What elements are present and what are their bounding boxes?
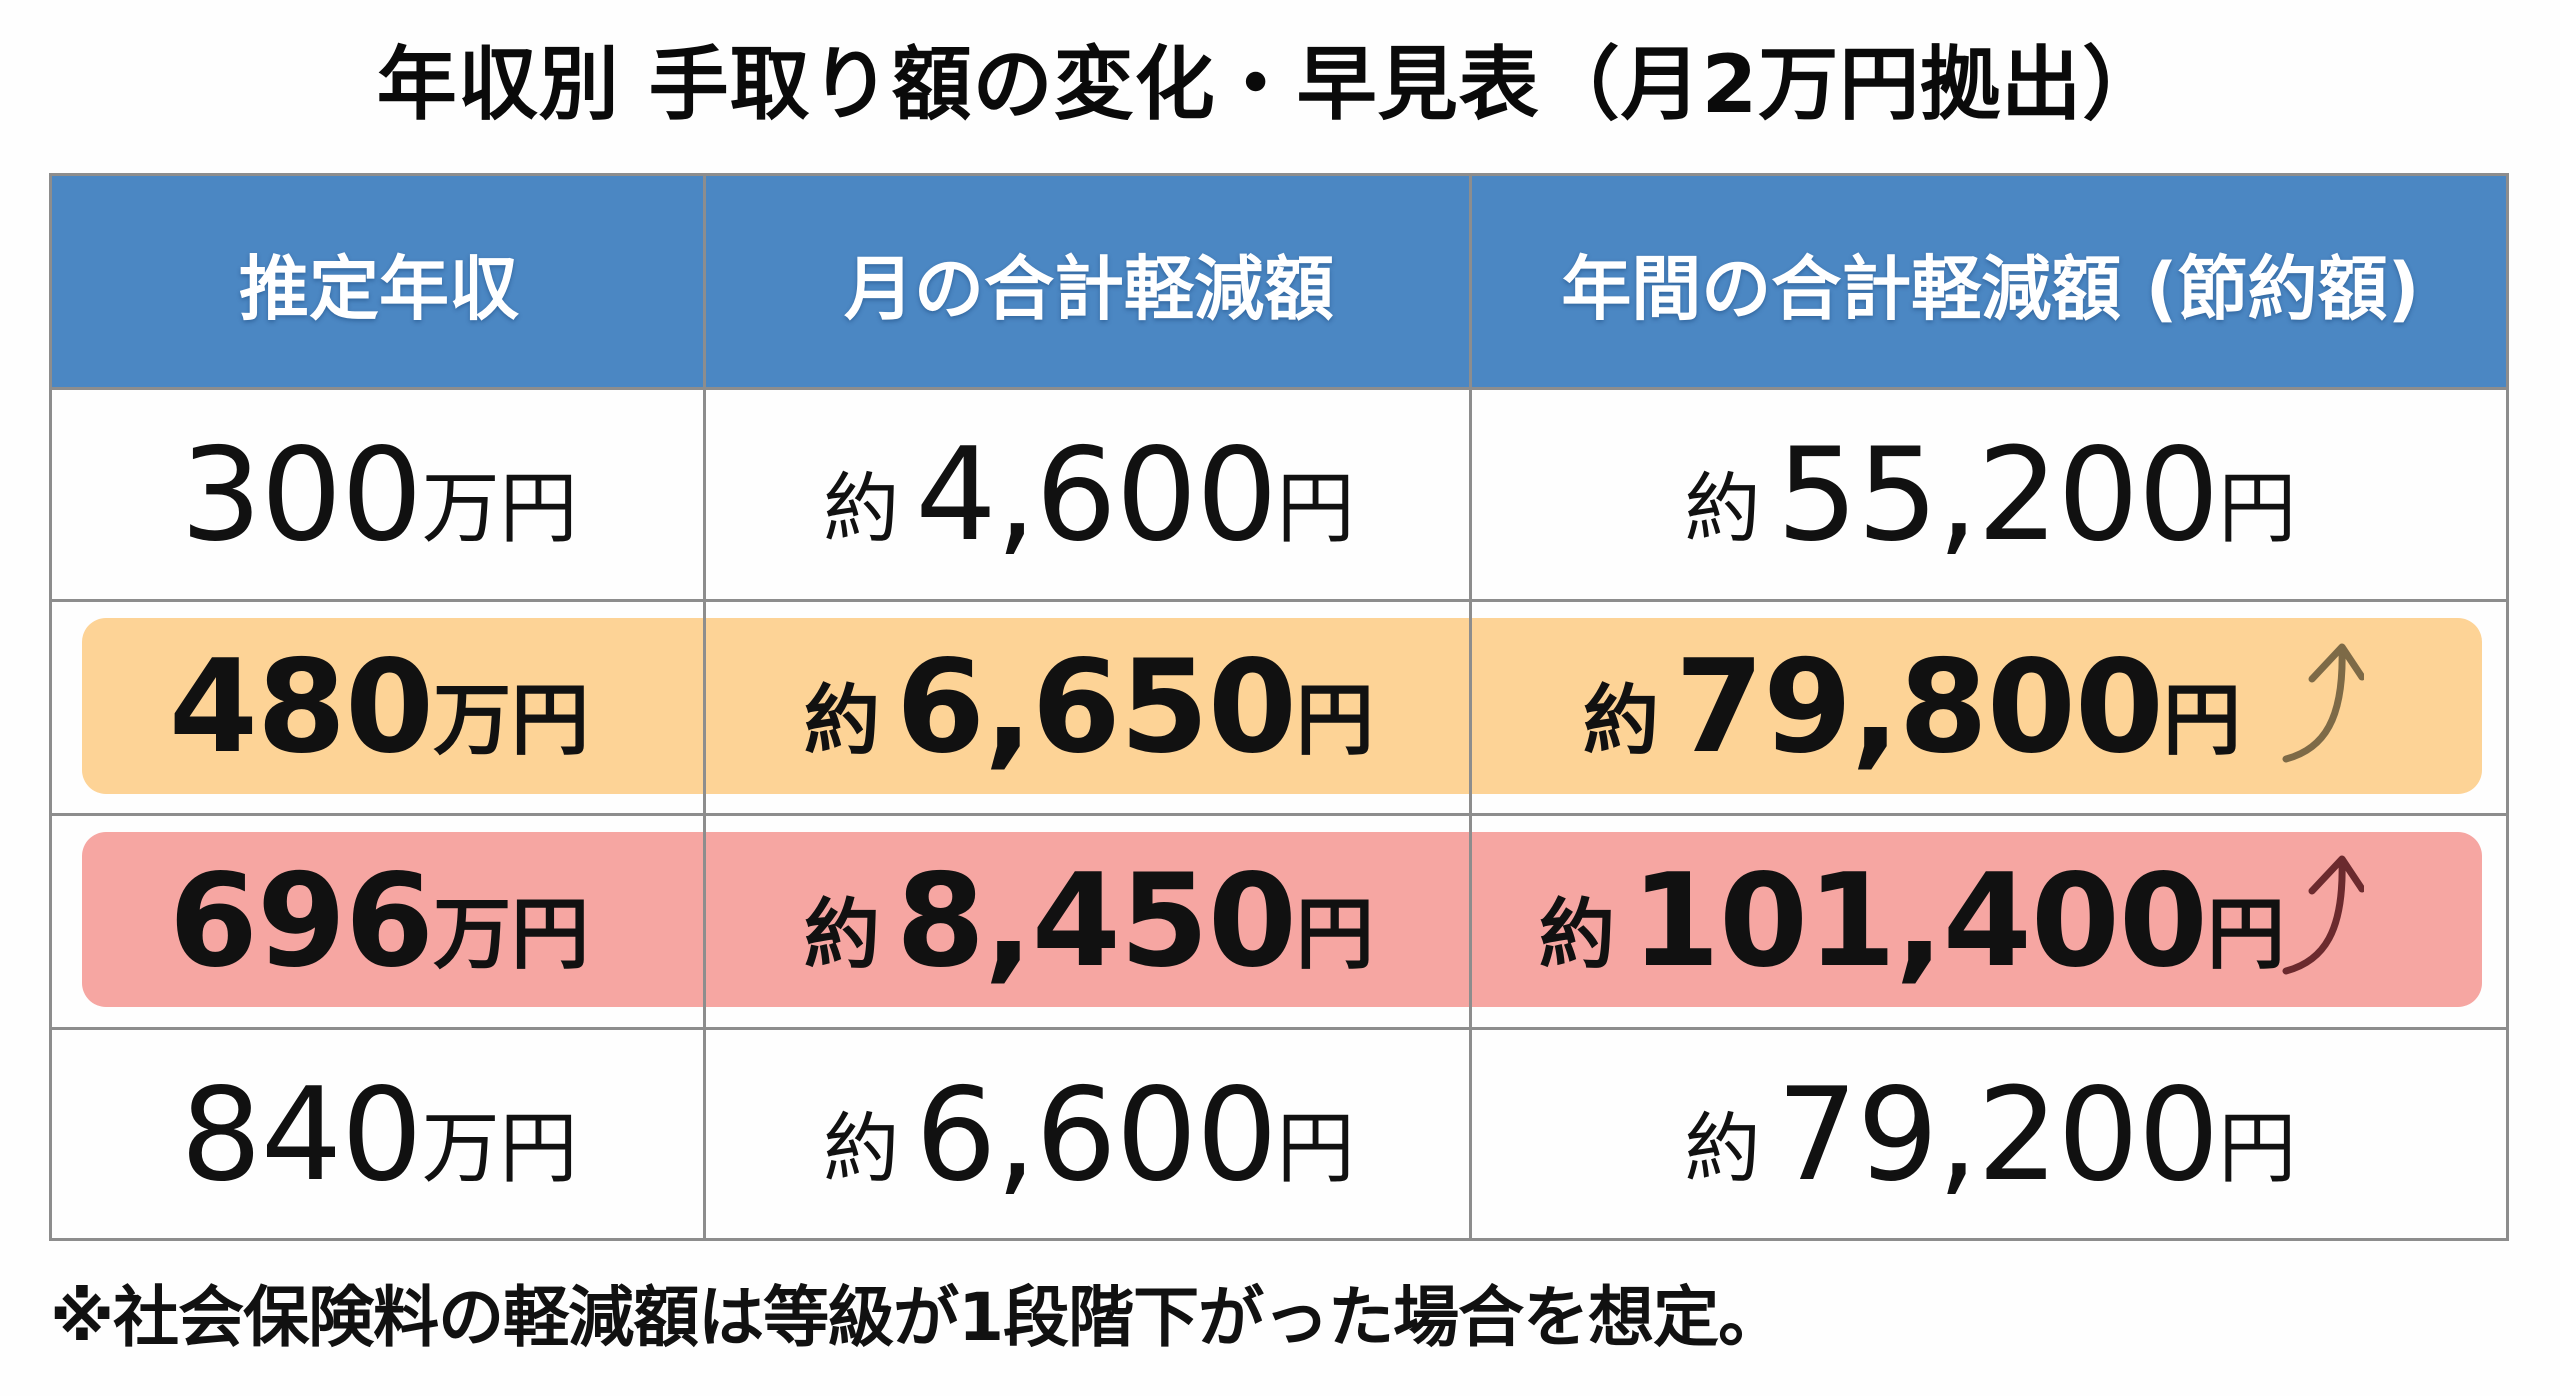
- monthly-value: 4,600: [915, 421, 1277, 570]
- table-row-2-annual: 約 79,800 円: [1472, 602, 2352, 814]
- table-row-1-annual: 約 55,200 円: [1472, 390, 2509, 602]
- income-value: 696: [168, 847, 434, 996]
- yen-unit: 円: [2218, 1104, 2297, 1194]
- column-divider: [1469, 176, 1472, 1238]
- table-row-4-annual: 約 79,200 円: [1472, 1030, 2509, 1242]
- header-annual-reduction: 年間の合計軽減額 (節約額): [1561, 247, 2420, 330]
- approx-prefix: 約: [1684, 464, 1761, 553]
- yen-unit: 円: [1295, 890, 1374, 980]
- approx-prefix: 約: [804, 676, 881, 765]
- highlight-row-696: [82, 832, 2482, 1007]
- approx-prefix: 約: [1538, 890, 1615, 979]
- approx-prefix: 約: [823, 464, 900, 553]
- footnote: ※社会保険料の軽減額は等級が1段階下がった場合を想定。: [50, 1279, 1784, 1356]
- income-value: 840: [180, 1061, 422, 1210]
- income-value: 480: [168, 633, 434, 782]
- row-divider: [52, 387, 2506, 390]
- monthly-value: 6,600: [915, 1061, 1277, 1210]
- income-unit: 万円: [433, 890, 590, 980]
- table-row-2-income: 480 万円: [52, 602, 706, 814]
- income-unit: 万円: [421, 1104, 578, 1194]
- yen-unit: 円: [1295, 676, 1374, 766]
- table-row-4-monthly: 約 6,600 円: [706, 1030, 1472, 1242]
- yen-unit: 円: [1276, 464, 1355, 554]
- monthly-value: 6,650: [896, 633, 1297, 782]
- annual-value: 79,800: [1675, 633, 2164, 782]
- income-value: 300: [180, 421, 422, 570]
- yen-unit: 円: [2218, 464, 2297, 554]
- curved-up-arrow-icon: [2282, 643, 2364, 763]
- table-row-3-annual: 約 101,400 円: [1472, 816, 2352, 1028]
- highlight-row-480: [82, 618, 2482, 794]
- yen-unit: 円: [2206, 890, 2285, 980]
- yen-unit: 円: [1276, 1104, 1355, 1194]
- income-unit: 万円: [433, 676, 590, 766]
- approx-prefix: 約: [1684, 1104, 1761, 1193]
- yen-unit: 円: [2162, 676, 2241, 766]
- approx-prefix: 約: [823, 1104, 900, 1193]
- monthly-value: 8,450: [896, 847, 1297, 996]
- column-divider: [703, 176, 706, 1238]
- approx-prefix: 約: [1583, 676, 1660, 765]
- annual-value: 79,200: [1776, 1061, 2220, 1210]
- header-monthly-reduction: 月の合計軽減額: [844, 247, 1334, 330]
- curved-up-arrow-icon: [2282, 855, 2364, 975]
- annual-value: 101,400: [1630, 847, 2208, 996]
- header-estimated-income: 推定年収: [239, 247, 519, 330]
- table-row-3-monthly: 約 8,450 円: [706, 816, 1472, 1028]
- approx-prefix: 約: [804, 890, 881, 979]
- page-title: 年収別 手取り額の変化・早見表（月2万円拠出）: [376, 38, 2164, 131]
- row-divider: [52, 1027, 2506, 1030]
- table-row-2-monthly: 約 6,650 円: [706, 602, 1472, 814]
- table-header: 推定年収 月の合計軽減額 年間の合計軽減額 (節約額): [52, 176, 2506, 390]
- table-row-1-income: 300 万円: [52, 390, 706, 602]
- income-unit: 万円: [421, 464, 578, 554]
- income-comparison-table: 推定年収 月の合計軽減額 年間の合計軽減額 (節約額) 300 万円 約 4,6…: [49, 173, 2509, 1241]
- row-divider: [52, 813, 2506, 816]
- table-row-3-income: 696 万円: [52, 816, 706, 1028]
- annual-value: 55,200: [1776, 421, 2220, 570]
- table-row-1-monthly: 約 4,600 円: [706, 390, 1472, 602]
- row-divider: [52, 599, 2506, 602]
- table-row-4-income: 840 万円: [52, 1030, 706, 1242]
